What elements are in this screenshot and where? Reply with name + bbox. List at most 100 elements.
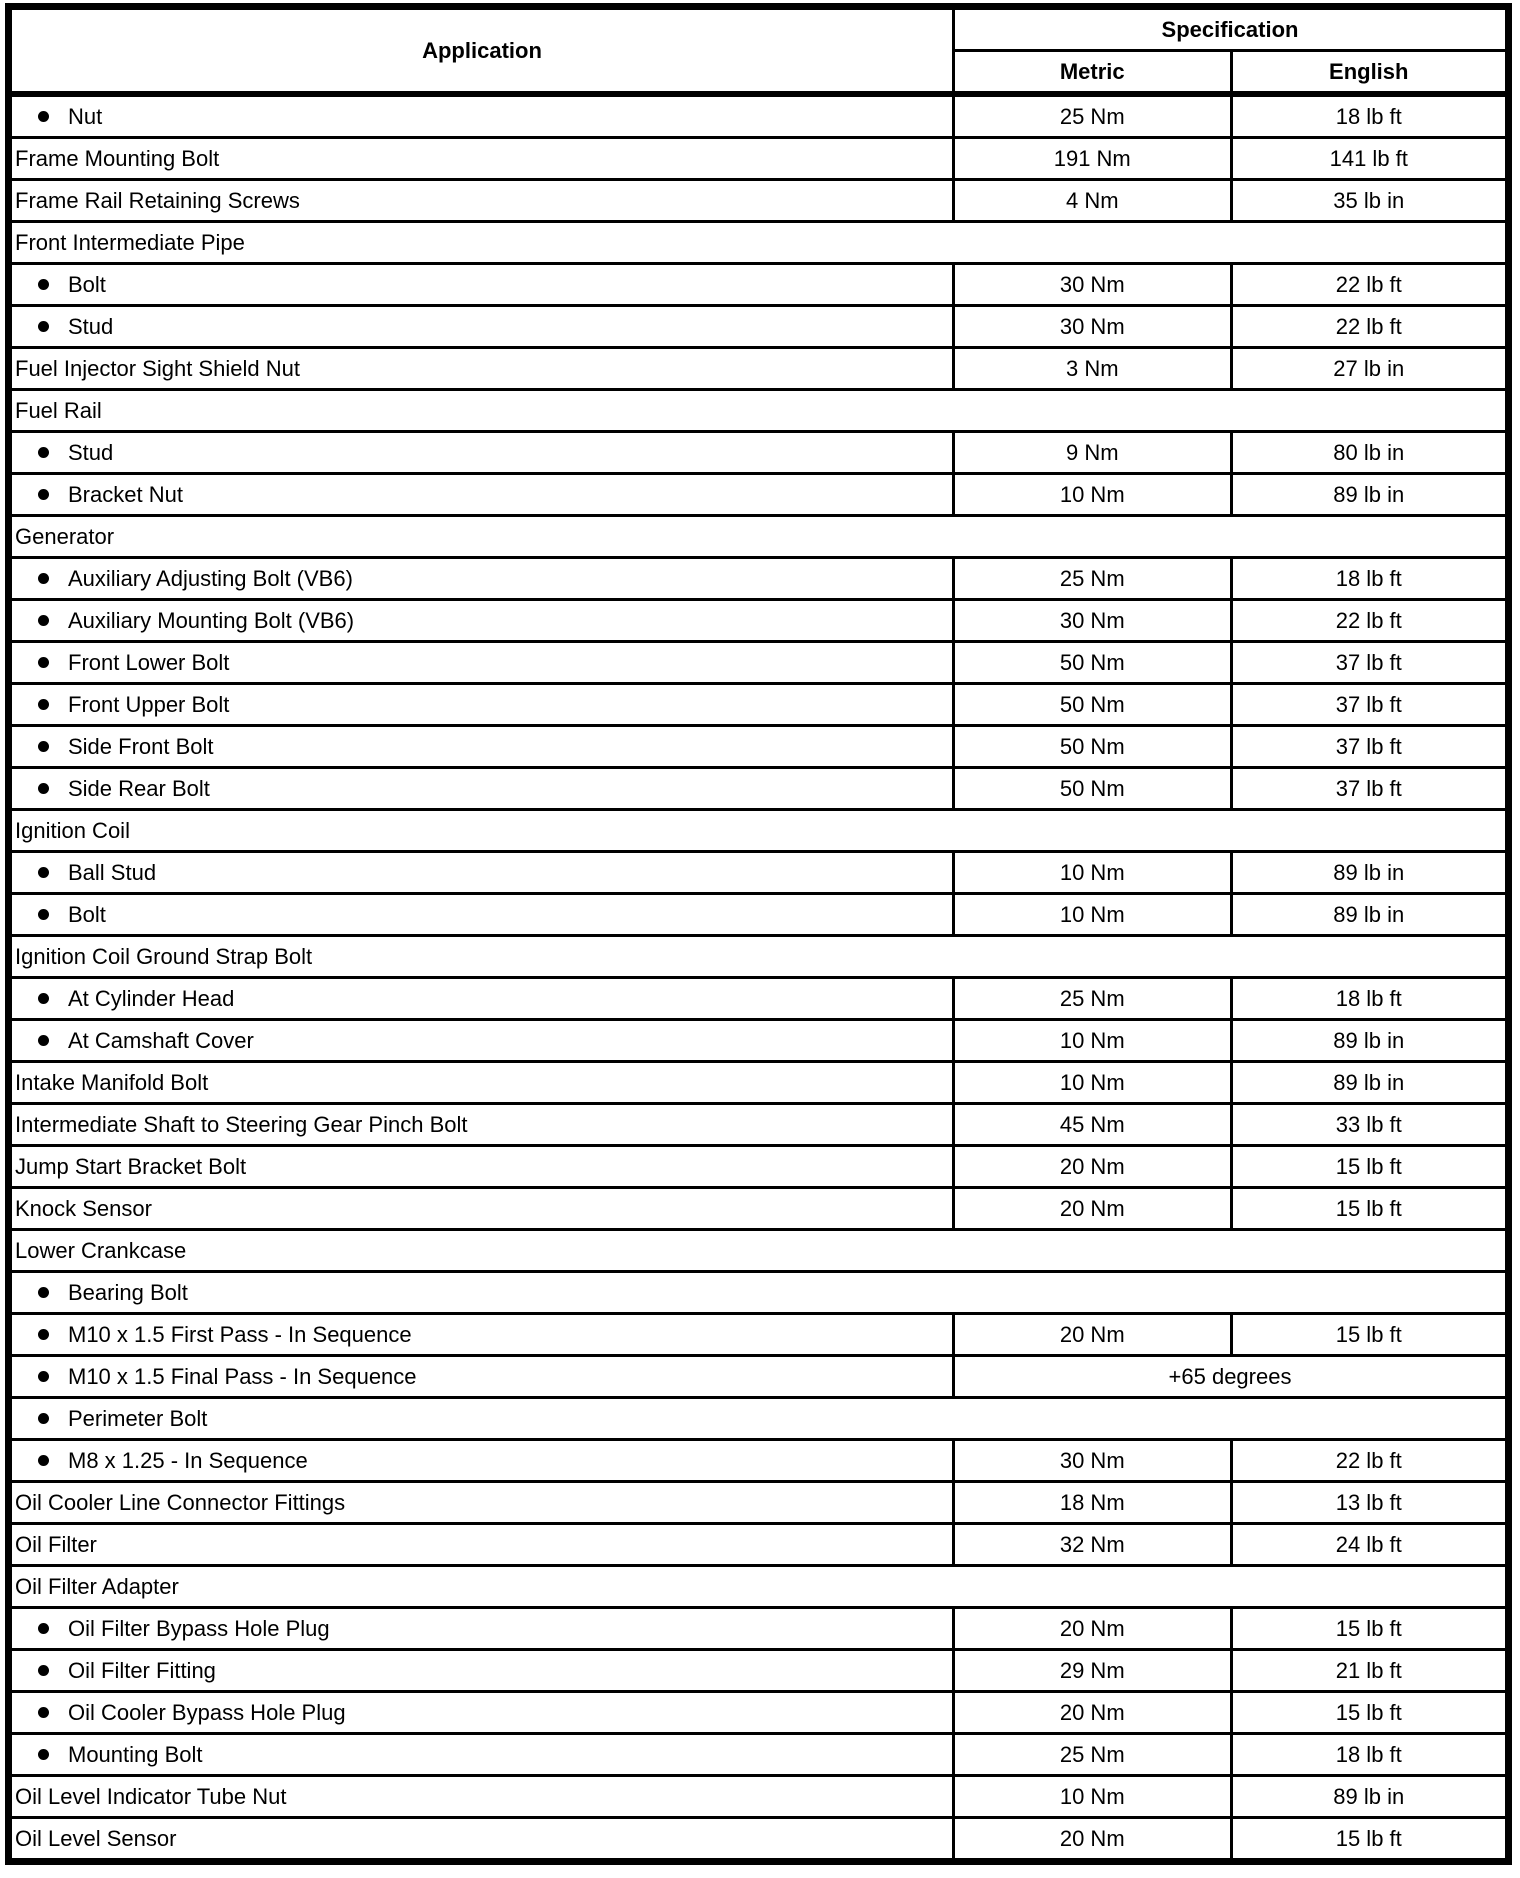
english-cell: 18 lb ft <box>1229 92 1510 139</box>
metric-cell: 50 Nm <box>952 682 1233 727</box>
metric-cell: 191 Nm <box>952 136 1233 181</box>
application-cell: Jump Start Bracket Bolt <box>7 1144 955 1189</box>
application-cell: Oil Filter Bypass Hole Plug <box>7 1606 955 1651</box>
section-row: Lower Crankcase <box>7 1228 1510 1273</box>
application-label: Knock Sensor <box>15 1195 152 1221</box>
application-label: At Camshaft Cover <box>68 1027 254 1053</box>
section-row: Ignition Coil Ground Strap Bolt <box>7 934 1510 979</box>
english-cell: 21 lb ft <box>1229 1648 1510 1693</box>
application-label: Generator <box>15 523 115 549</box>
english-cell: 89 lb in <box>1229 892 1510 937</box>
application-cell: At Cylinder Head <box>7 976 955 1021</box>
english-cell: 89 lb in <box>1229 1018 1510 1063</box>
table-row: At Camshaft Cover 10 Nm 89 lb in <box>7 1018 1510 1063</box>
application-label: Intake Manifold Bolt <box>15 1069 209 1095</box>
english-cell: 37 lb ft <box>1229 640 1510 685</box>
english-cell: 18 lb ft <box>1229 1732 1510 1777</box>
application-cell: Intake Manifold Bolt <box>7 1060 955 1105</box>
metric-cell: 30 Nm <box>952 262 1233 307</box>
table-row: Ball Stud 10 Nm 89 lb in <box>7 850 1510 895</box>
application-label: Bolt <box>68 271 106 297</box>
application-cell: Frame Rail Retaining Screws <box>7 178 955 223</box>
header-row-top: Application Specification <box>7 5 1510 97</box>
application-label: Side Front Bolt <box>68 733 214 759</box>
metric-cell: 25 Nm <box>952 1732 1233 1777</box>
section-row: Generator <box>7 514 1510 559</box>
table-row: Fuel Injector Sight Shield Nut 3 Nm 27 lb … <box>7 346 1510 391</box>
english-cell: 80 lb in <box>1229 430 1510 475</box>
application-label: Bearing Bolt <box>68 1279 188 1305</box>
metric-cell: 10 Nm <box>952 472 1233 517</box>
table-row: Nut 25 Nm 18 lb ft <box>7 92 1510 139</box>
english-cell: 37 lb ft <box>1229 724 1510 769</box>
merged-specification-cell: +65 degrees <box>952 1354 1510 1399</box>
application-cell: M8 x 1.25 - In Sequence <box>7 1438 955 1483</box>
application-label: Auxiliary Adjusting Bolt (VB6) <box>68 565 353 591</box>
application-cell: Perimeter Bolt <box>7 1396 1510 1441</box>
application-label: Oil Filter Fitting <box>68 1657 216 1683</box>
bullet-icon <box>38 447 49 459</box>
application-label: Frame Rail Retaining Screws <box>15 187 300 213</box>
table-row: M8 x 1.25 - In Sequence 30 Nm 22 lb ft <box>7 1438 1510 1483</box>
application-cell: Oil Filter Adapter <box>7 1564 1510 1609</box>
table-row: Front Lower Bolt 50 Nm 37 lb ft <box>7 640 1510 685</box>
table-header: Application Specification Metric English <box>7 5 1510 97</box>
bullet-icon <box>38 279 49 291</box>
table-row: Frame Mounting Bolt 191 Nm 141 lb ft <box>7 136 1510 181</box>
metric-cell: 18 Nm <box>952 1480 1233 1525</box>
application-cell: Bolt <box>7 262 955 307</box>
metric-cell: 30 Nm <box>952 1438 1233 1483</box>
application-cell: Oil Filter Fitting <box>7 1648 955 1693</box>
section-row: Bearing Bolt <box>7 1270 1510 1315</box>
metric-cell: 10 Nm <box>952 1060 1233 1105</box>
application-cell: Side Front Bolt <box>7 724 955 769</box>
application-label: M8 x 1.25 - In Sequence <box>68 1447 308 1473</box>
english-cell: 141 lb ft <box>1229 136 1510 181</box>
bullet-icon <box>38 1371 49 1383</box>
bullet-icon <box>38 867 49 879</box>
bullet-icon <box>38 1455 49 1467</box>
table-row: Oil Filter 32 Nm 24 lb ft <box>7 1522 1510 1567</box>
application-label: Lower Crankcase <box>15 1237 187 1263</box>
metric-cell: 32 Nm <box>952 1522 1233 1567</box>
application-label: Oil Level Sensor <box>15 1825 177 1851</box>
application-label: M10 x 1.5 Final Pass - In Sequence <box>68 1363 417 1389</box>
application-label: Oil Cooler Bypass Hole Plug <box>68 1699 346 1725</box>
application-label: Fuel Rail <box>15 397 102 423</box>
bullet-icon <box>38 1665 49 1677</box>
metric-cell: 4 Nm <box>952 178 1233 223</box>
table-row: Frame Rail Retaining Screws 4 Nm 35 lb in <box>7 178 1510 223</box>
bullet-icon <box>38 1707 49 1719</box>
application-label: Stud <box>68 439 114 465</box>
metric-cell: 9 Nm <box>952 430 1233 475</box>
application-label: Side Rear Bolt <box>68 775 210 801</box>
application-label: M10 x 1.5 First Pass - In Sequence <box>68 1321 412 1347</box>
section-row: Ignition Coil <box>7 808 1510 853</box>
application-label: Stud <box>68 313 114 339</box>
english-cell: 18 lb ft <box>1229 976 1510 1021</box>
metric-cell: 10 Nm <box>952 1018 1233 1063</box>
english-cell: 15 lb ft <box>1229 1186 1510 1231</box>
table-row: Auxiliary Mounting Bolt (VB6) 30 Nm 22 lb … <box>7 598 1510 643</box>
application-cell: Oil Cooler Bypass Hole Plug <box>7 1690 955 1735</box>
application-cell: Auxiliary Adjusting Bolt (VB6) <box>7 556 955 601</box>
header-row-sub: Metric English <box>9 49 1510 97</box>
english-cell: 18 lb ft <box>1229 556 1510 601</box>
application-label: Bracket Nut <box>68 481 183 507</box>
application-cell: Oil Filter <box>7 1522 955 1567</box>
table-row: Oil Filter Bypass Hole Plug 20 Nm 15 lb ft <box>7 1606 1510 1651</box>
english-cell: 15 lb ft <box>1229 1312 1510 1357</box>
application-cell: Bearing Bolt <box>7 1270 1510 1315</box>
table-row: Oil Level Indicator Tube Nut 10 Nm 89 lb i… <box>7 1774 1510 1819</box>
english-cell: 89 lb in <box>1229 1060 1510 1105</box>
application-cell: Bolt <box>7 892 955 937</box>
application-cell: Frame Mounting Bolt <box>7 136 955 181</box>
application-label: Ignition Coil Ground Strap Bolt <box>15 943 313 969</box>
table-row: M10 x 1.5 First Pass - In Sequence 20 Nm 1… <box>7 1312 1510 1357</box>
section-row: Oil Filter Adapter <box>7 1564 1510 1609</box>
english-cell: 27 lb in <box>1229 346 1510 391</box>
application-cell: Stud <box>7 304 955 349</box>
application-cell: Ignition Coil Ground Strap Bolt <box>7 934 1510 979</box>
english-cell: 37 lb ft <box>1229 682 1510 727</box>
